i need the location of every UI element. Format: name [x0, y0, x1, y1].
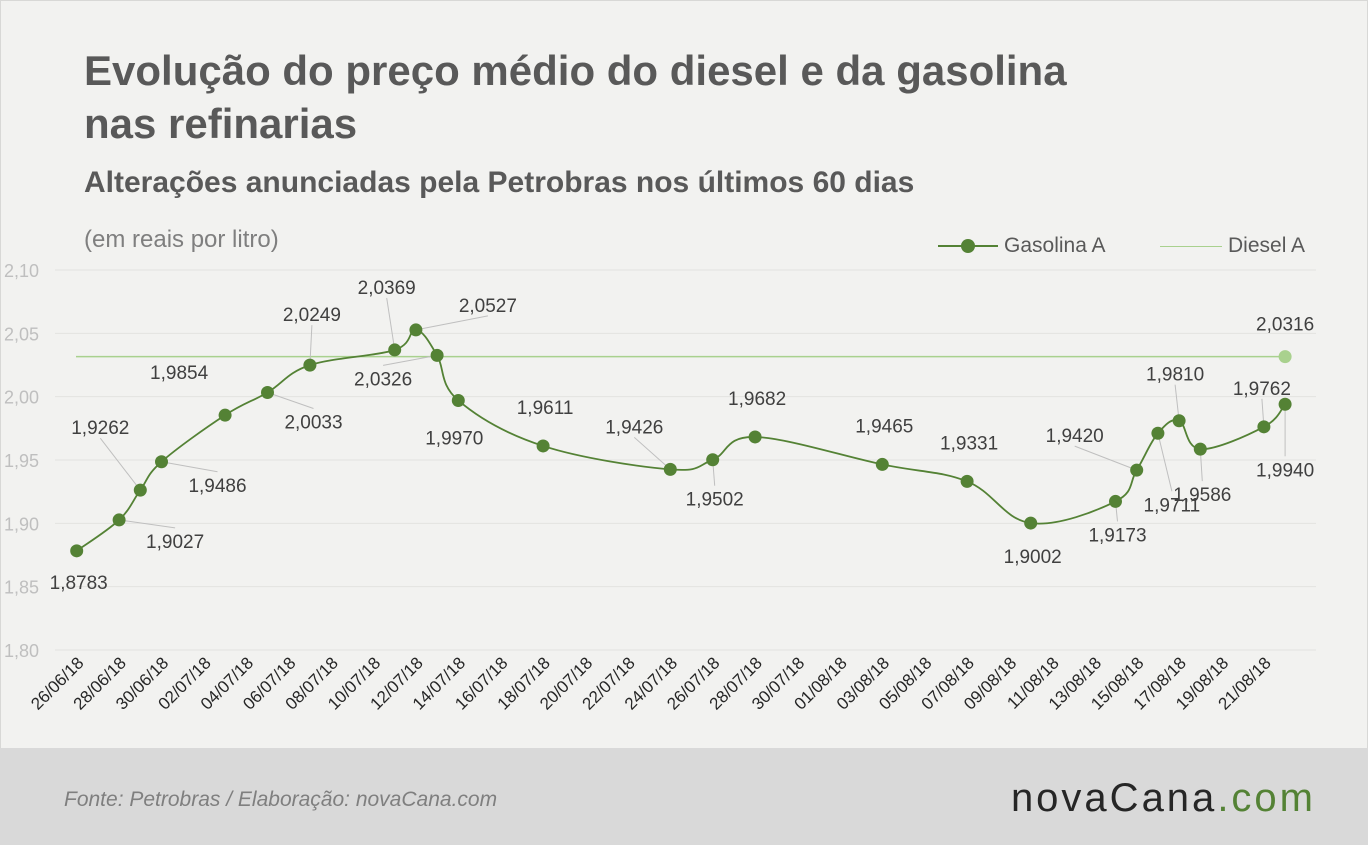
gasolina-data-label: 1,9465 — [855, 416, 913, 437]
y-tick-label: 1,95 — [4, 451, 39, 471]
gasolina-point — [112, 513, 126, 527]
gasolina-data-label: 1,9262 — [71, 418, 129, 439]
gasolina-data-label: 1,9486 — [188, 476, 246, 497]
gasolina-point — [875, 457, 889, 471]
gasolina-data-label: 1,9420 — [1046, 426, 1104, 447]
chart-subtitle: Alterações anunciadas pela Petrobras nos… — [84, 166, 915, 199]
y-tick-label: 2,00 — [4, 388, 39, 408]
data-label-leader — [119, 519, 176, 529]
gasolina-data-label: 1,9970 — [425, 428, 483, 449]
gasolina-line — [76, 329, 1286, 552]
gasolina-data-label: 1,9426 — [605, 417, 663, 438]
legend-item-gasolina: Gasolina A — [938, 231, 1106, 261]
gasolina-data-label: 2,0249 — [283, 305, 341, 326]
brand-accent: .com — [1217, 776, 1316, 820]
gasolina-data-label: 2,0369 — [358, 278, 416, 299]
data-label-leader — [267, 392, 314, 409]
gasolina-data-label: 1,9002 — [1004, 547, 1062, 568]
legend-item-diesel: Diesel A — [1160, 231, 1305, 261]
y-tick-label: 2,05 — [4, 324, 39, 344]
gasolina-point — [536, 439, 550, 453]
gasolina-point — [70, 544, 84, 558]
diesel-point — [1278, 350, 1292, 364]
gasolina-point — [663, 462, 677, 476]
gasolina-data-label: 1,9611 — [517, 398, 574, 419]
gasolina-data-label: 2,0326 — [354, 369, 412, 390]
footer: Fonte: Petrobras / Elaboração: novaCana.… — [0, 748, 1368, 845]
gasolina-data-label: 1,9173 — [1088, 525, 1146, 546]
gasolina-data-label: 1,9331 — [940, 433, 998, 454]
line-chart: 1,801,851,901,952,002,052,1026/06/1828/0… — [4, 261, 1316, 714]
gasolina-data-label: 1,9027 — [146, 532, 204, 553]
data-label-leader — [309, 325, 313, 366]
legend-marker-gasolina — [938, 236, 998, 256]
gasolina-data-label: 1,9810 — [1146, 365, 1204, 386]
source-note: Fonte: Petrobras / Elaboração: novaCana.… — [64, 788, 498, 811]
y-tick-label: 1,85 — [4, 578, 39, 598]
data-label-leader — [386, 297, 396, 351]
gasolina-point — [409, 323, 423, 337]
brand-main: novaCana — [1010, 776, 1218, 820]
data-label-leader — [1074, 445, 1137, 471]
gasolina-point — [1172, 414, 1186, 428]
gasolina-data-label: 1,9940 — [1256, 460, 1314, 481]
gasolina-point — [430, 348, 444, 362]
gasolina-data-label: 1,9586 — [1173, 485, 1231, 506]
brand-logo: novaCana.com — [1011, 776, 1316, 821]
y-tick-label: 2,10 — [4, 261, 39, 281]
legend-marker-diesel — [1160, 236, 1222, 256]
gasolina-point — [451, 393, 465, 407]
diesel-data-label: 2,0316 — [1256, 315, 1314, 336]
data-label-leader — [415, 315, 488, 331]
data-label-leader — [383, 354, 438, 366]
gasolina-point — [748, 430, 762, 444]
gasolina-data-label: 1,9854 — [150, 363, 209, 384]
gasolina-point — [1151, 426, 1165, 440]
gasolina-point — [1278, 397, 1292, 411]
gasolina-point — [218, 408, 232, 422]
chart-title: Evolução do preço médio do diesel e da g… — [84, 47, 1067, 147]
gasolina-data-label: 2,0033 — [284, 412, 342, 433]
gasolina-point — [706, 453, 720, 467]
gasolina-data-label: 2,0527 — [459, 296, 517, 317]
gasolina-point — [261, 385, 274, 399]
legend-label-diesel: Diesel A — [1228, 234, 1306, 257]
gasolina-point — [960, 474, 974, 488]
y-tick-label: 1,80 — [4, 641, 39, 661]
unit-note: (em reais por litro) — [84, 226, 279, 253]
gasolina-data-label: 1,9711 — [1144, 495, 1201, 516]
gasolina-point — [155, 455, 168, 469]
legend-label-gasolina: Gasolina A — [1004, 234, 1106, 257]
gasolina-point — [303, 358, 317, 372]
gasolina-point — [133, 483, 147, 497]
y-tick-label: 1,90 — [4, 514, 39, 534]
gasolina-data-label: 1,9502 — [686, 490, 744, 511]
gasolina-data-label: 1,9762 — [1233, 379, 1291, 400]
gasolina-point — [388, 343, 402, 357]
gasolina-point — [1130, 463, 1144, 477]
gasolina-point — [1257, 420, 1271, 434]
gasolina-point — [1024, 516, 1038, 530]
data-label-leader — [99, 437, 141, 491]
data-label-leader — [1157, 433, 1173, 492]
gasolina-point — [1109, 494, 1122, 508]
gasolina-data-label: 1,9682 — [728, 389, 786, 410]
gasolina-point — [1193, 442, 1207, 456]
data-label-leader — [633, 436, 671, 470]
data-label-leader — [161, 461, 218, 473]
gasolina-data-label: 1,8783 — [50, 573, 108, 594]
